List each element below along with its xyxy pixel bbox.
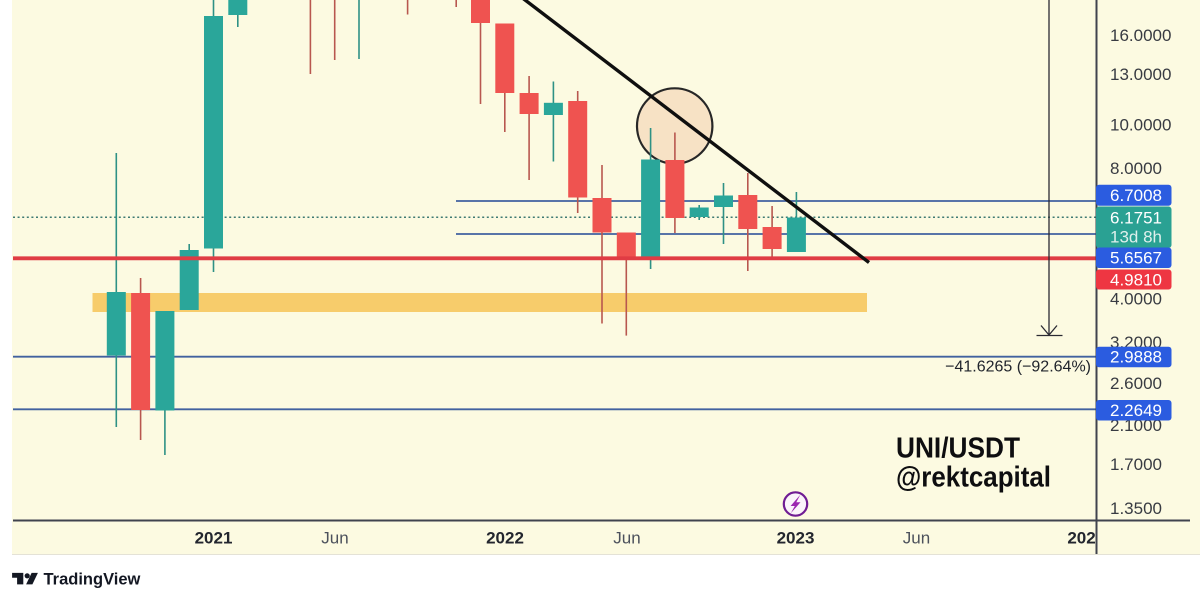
svg-text:13d 8h: 13d 8h bbox=[1110, 228, 1162, 247]
svg-text:2023: 2023 bbox=[777, 529, 815, 548]
svg-text:6.1751: 6.1751 bbox=[1110, 209, 1162, 228]
svg-text:16.0000: 16.0000 bbox=[1110, 26, 1171, 45]
svg-text:2.1000: 2.1000 bbox=[1110, 416, 1162, 435]
svg-text:2021: 2021 bbox=[195, 529, 233, 548]
svg-text:UNI/USDT: UNI/USDT bbox=[896, 433, 1020, 465]
svg-text:2022: 2022 bbox=[486, 529, 524, 548]
svg-text:13.0000: 13.0000 bbox=[1110, 65, 1171, 84]
svg-text:4.9810: 4.9810 bbox=[1110, 271, 1162, 290]
svg-text:2.2649: 2.2649 bbox=[1110, 401, 1162, 420]
svg-text:1.3500: 1.3500 bbox=[1110, 499, 1162, 518]
svg-text:Jun: Jun bbox=[321, 529, 348, 548]
svg-text:Jun: Jun bbox=[903, 529, 930, 548]
svg-text:@rektcapital: @rektcapital bbox=[896, 462, 1051, 494]
svg-text:2.9888: 2.9888 bbox=[1110, 348, 1162, 367]
svg-text:4.0000: 4.0000 bbox=[1110, 290, 1162, 309]
svg-text:6.7008: 6.7008 bbox=[1110, 186, 1162, 205]
svg-text:2.6000: 2.6000 bbox=[1110, 374, 1162, 393]
svg-text:202: 202 bbox=[1067, 529, 1095, 548]
svg-text:1.7000: 1.7000 bbox=[1110, 455, 1162, 474]
svg-text:10.0000: 10.0000 bbox=[1110, 116, 1171, 135]
svg-text:TradingView: TradingView bbox=[44, 571, 141, 589]
svg-text:−41.6265 (−92.64%): −41.6265 (−92.64%) bbox=[945, 359, 1091, 376]
svg-text:Jun: Jun bbox=[613, 529, 640, 548]
svg-text:8.0000: 8.0000 bbox=[1110, 159, 1162, 178]
svg-text:5.6567: 5.6567 bbox=[1110, 249, 1162, 268]
